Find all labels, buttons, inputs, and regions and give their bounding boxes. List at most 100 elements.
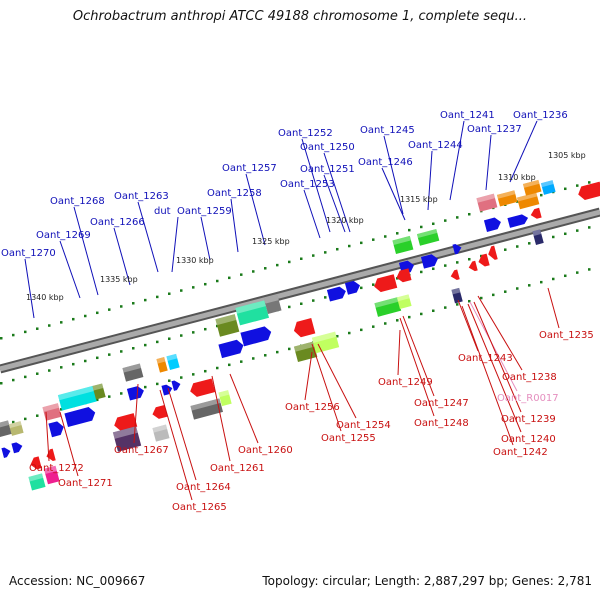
leader-line — [167, 387, 197, 481]
gene-label: Oant_1244 — [408, 140, 463, 151]
leader-line — [311, 343, 342, 432]
track-dot — [372, 238, 375, 241]
gene-rect — [166, 353, 180, 370]
gene-label: Oant_1259 — [177, 206, 232, 217]
forward-gene — [171, 380, 181, 391]
reverse-gene — [46, 448, 56, 461]
track-dot — [96, 311, 99, 315]
gene-highlight — [215, 314, 237, 326]
gene-label: Oant_1258 — [207, 188, 262, 199]
track-dot — [396, 319, 399, 322]
gene-rect — [156, 357, 168, 373]
forward-arrow — [161, 384, 173, 396]
gene-rect — [112, 426, 142, 452]
track-dot — [504, 290, 507, 293]
forward-gene — [48, 421, 64, 438]
gene-label: Oant_1263 — [114, 191, 169, 202]
track-dot — [576, 184, 579, 187]
gene-rect — [0, 420, 12, 437]
gene-label: Oant_1255 — [321, 433, 376, 444]
track-dot — [240, 273, 243, 276]
gene-block — [218, 390, 232, 407]
forward-gene — [240, 326, 272, 347]
reverse-gene — [578, 181, 600, 201]
gene-highlight — [166, 353, 178, 361]
gene-label: Oant_1239 — [501, 414, 556, 425]
track-dot — [108, 353, 111, 356]
track-dot — [336, 334, 339, 338]
track-dot — [360, 286, 363, 290]
gene-highlight — [92, 383, 104, 391]
gene-label: Oant_1246 — [358, 157, 413, 168]
gene-highlight — [476, 193, 496, 203]
track-dot — [420, 312, 423, 316]
forward-arrow — [420, 254, 438, 269]
track-dot — [276, 263, 279, 267]
track-dot — [108, 308, 111, 311]
leader-line — [547, 287, 560, 329]
reverse-gene — [450, 269, 460, 280]
track-dot — [204, 282, 207, 286]
track-dot — [120, 305, 123, 308]
gene-rect — [416, 228, 440, 246]
gene-highlight — [416, 228, 438, 238]
gene-label: Oant_1236 — [513, 110, 568, 121]
gene-rect — [396, 294, 412, 309]
gene-block — [540, 180, 556, 195]
gene-highlight — [43, 465, 57, 474]
reverse-gene — [396, 268, 412, 283]
track-dot — [456, 216, 459, 219]
gene-highlight — [152, 424, 168, 433]
gene-block — [57, 385, 97, 411]
gene-highlight — [516, 192, 538, 202]
gene-label: Oant_1256 — [285, 402, 340, 413]
leader-line — [24, 258, 35, 319]
track-dot — [84, 314, 87, 318]
leader-line — [113, 227, 131, 286]
reverse-gene — [30, 456, 42, 470]
track-dot — [192, 286, 195, 289]
track-dot — [228, 363, 231, 367]
track-dot — [348, 331, 351, 335]
gene-block — [496, 190, 518, 207]
leader-line — [323, 152, 351, 233]
label-leaders — [24, 120, 560, 501]
gene-block — [374, 297, 402, 317]
track-dot — [156, 382, 159, 386]
track-dot — [588, 226, 591, 229]
track-dot — [564, 232, 567, 236]
tick-label: 1315 kbp — [400, 195, 438, 204]
reverse-arrow — [396, 268, 412, 283]
gene-label: Oant_1254 — [336, 420, 391, 431]
gene-label: Oant_1245 — [360, 125, 415, 136]
track-dot — [516, 245, 519, 248]
reverse-arrow — [152, 405, 168, 419]
forward-arrow — [48, 421, 64, 438]
gene-rect — [540, 180, 556, 195]
track-dot — [396, 232, 399, 235]
gene-label: dut — [154, 206, 171, 217]
forward-arrow — [452, 243, 462, 255]
gene-highlight — [396, 294, 410, 302]
track-dot — [336, 247, 339, 251]
tick-label: 1340 kbp — [26, 293, 64, 302]
leader-line — [399, 317, 435, 417]
gene-block — [215, 314, 240, 337]
reverse-gene — [152, 405, 168, 419]
forward-gene — [507, 214, 529, 228]
track-dot — [24, 330, 27, 334]
leader-line — [301, 138, 331, 233]
leader-line — [427, 150, 433, 211]
track-dot — [300, 302, 303, 305]
track-dot — [108, 395, 111, 398]
gene-block — [166, 353, 180, 370]
track-dot — [12, 333, 15, 337]
gene-rect — [263, 294, 282, 314]
gene-highlight — [451, 287, 461, 295]
forward-arrow — [507, 214, 529, 228]
track-dot — [192, 373, 195, 376]
leader-line — [59, 240, 81, 299]
track-dot — [288, 305, 291, 309]
gene-label: Oant_1268 — [50, 196, 105, 207]
